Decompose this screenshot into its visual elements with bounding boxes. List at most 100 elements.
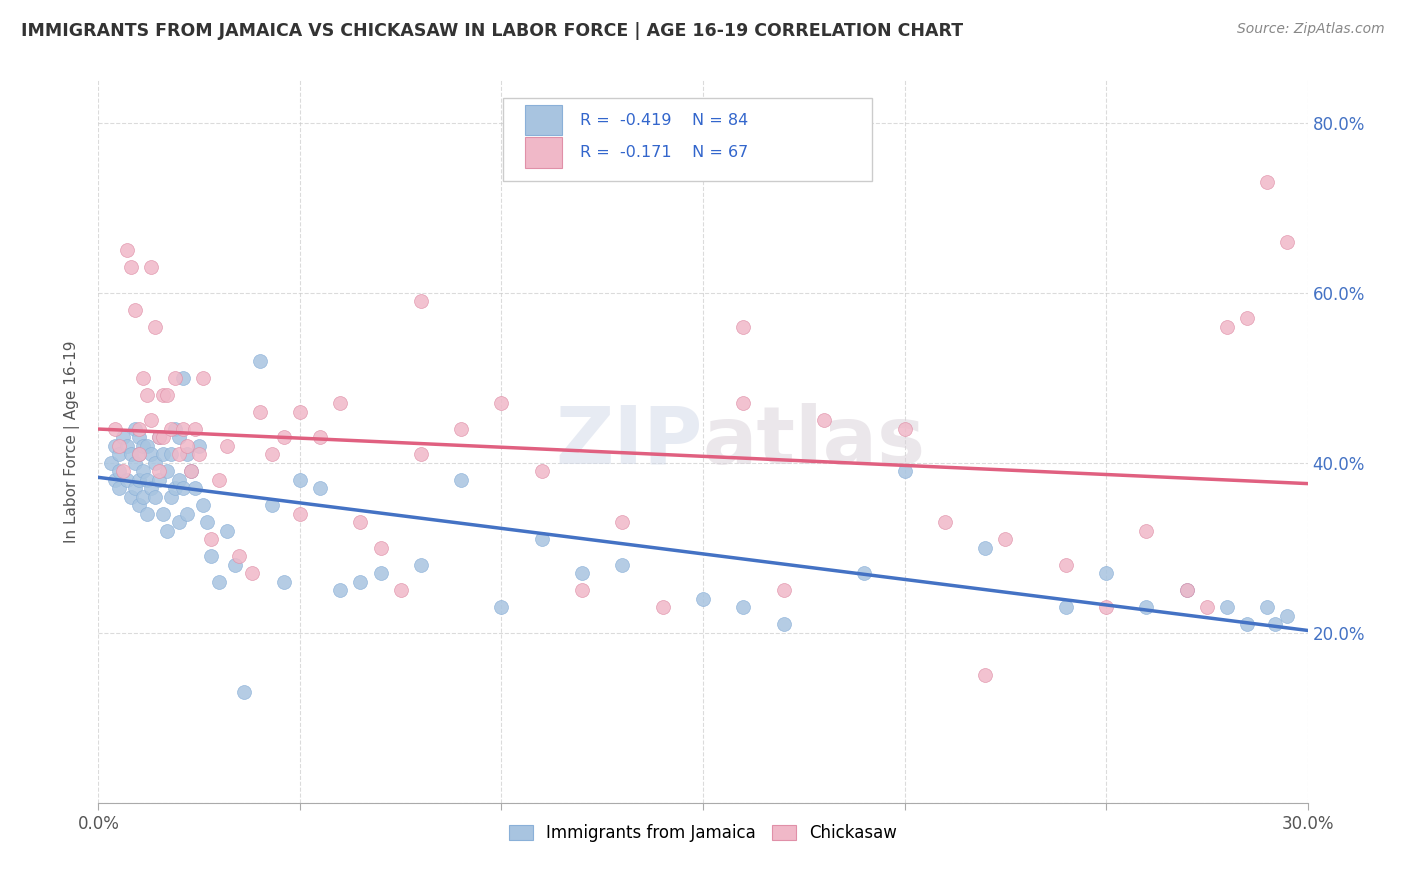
FancyBboxPatch shape: [526, 137, 561, 168]
Point: [994, 533, 1017, 547]
Point: [188, 447, 211, 461]
Point: [163, 371, 186, 385]
Point: [124, 422, 146, 436]
Point: [107, 447, 129, 461]
Point: [370, 541, 392, 555]
Point: [692, 591, 714, 606]
Point: [329, 583, 352, 598]
Point: [167, 447, 190, 461]
Point: [491, 600, 513, 615]
Point: [135, 439, 157, 453]
Point: [148, 430, 170, 444]
Point: [893, 422, 915, 436]
Point: [1256, 175, 1278, 189]
Point: [491, 396, 513, 410]
Point: [530, 533, 553, 547]
Point: [260, 498, 283, 512]
Point: [128, 430, 150, 444]
Point: [349, 516, 371, 530]
Point: [180, 464, 202, 478]
Point: [450, 473, 472, 487]
Point: [612, 558, 634, 572]
Point: [100, 456, 122, 470]
Point: [273, 574, 295, 589]
Point: [132, 371, 155, 385]
Point: [530, 464, 553, 478]
Point: [139, 447, 162, 461]
Point: [1095, 600, 1118, 615]
Point: [772, 617, 794, 632]
Point: [152, 507, 174, 521]
Point: [450, 422, 472, 436]
Point: [772, 583, 794, 598]
Point: [193, 371, 215, 385]
Point: [1175, 583, 1198, 598]
Point: [1054, 558, 1077, 572]
Point: [135, 473, 157, 487]
Point: [167, 516, 190, 530]
Point: [1135, 524, 1157, 538]
Point: [1277, 608, 1299, 623]
Point: [172, 481, 194, 495]
Point: [217, 439, 239, 453]
Point: [128, 447, 150, 461]
Point: [1054, 600, 1077, 615]
Point: [160, 447, 183, 461]
Point: [107, 464, 129, 478]
Point: [1236, 311, 1258, 326]
Point: [124, 456, 146, 470]
Point: [148, 464, 170, 478]
Y-axis label: In Labor Force | Age 16-19: In Labor Force | Age 16-19: [63, 340, 80, 543]
Point: [148, 430, 170, 444]
Point: [273, 430, 295, 444]
Point: [111, 464, 134, 478]
Point: [156, 524, 179, 538]
Point: [733, 600, 755, 615]
Point: [974, 668, 997, 682]
Point: [571, 566, 593, 581]
Point: [143, 490, 166, 504]
Point: [1256, 600, 1278, 615]
Point: [409, 558, 432, 572]
Point: [115, 439, 138, 453]
Point: [934, 516, 956, 530]
Point: [1236, 617, 1258, 632]
Point: [103, 439, 125, 453]
Point: [184, 422, 207, 436]
Point: [200, 533, 222, 547]
Text: IMMIGRANTS FROM JAMAICA VS CHICKASAW IN LABOR FORCE | AGE 16-19 CORRELATION CHAR: IMMIGRANTS FROM JAMAICA VS CHICKASAW IN …: [21, 22, 963, 40]
Point: [651, 600, 673, 615]
Point: [349, 574, 371, 589]
Point: [124, 481, 146, 495]
Point: [240, 566, 263, 581]
Point: [370, 566, 392, 581]
Point: [139, 481, 162, 495]
Point: [107, 481, 129, 495]
Point: [115, 473, 138, 487]
Point: [193, 498, 215, 512]
Text: R =  -0.419    N = 84: R = -0.419 N = 84: [579, 112, 748, 128]
Point: [124, 302, 146, 317]
Point: [409, 447, 432, 461]
Point: [309, 481, 332, 495]
Point: [1277, 235, 1299, 249]
Point: [195, 516, 218, 530]
Point: [103, 422, 125, 436]
Point: [160, 490, 183, 504]
Point: [176, 447, 198, 461]
Text: Source: ZipAtlas.com: Source: ZipAtlas.com: [1237, 22, 1385, 37]
Point: [180, 464, 202, 478]
Point: [217, 524, 239, 538]
Point: [143, 319, 166, 334]
Point: [1216, 319, 1239, 334]
Point: [974, 541, 997, 555]
Point: [249, 353, 271, 368]
Point: [128, 447, 150, 461]
Point: [132, 439, 155, 453]
Point: [1135, 600, 1157, 615]
Point: [128, 498, 150, 512]
Point: [612, 516, 634, 530]
Point: [208, 574, 231, 589]
Point: [176, 507, 198, 521]
Point: [224, 558, 246, 572]
